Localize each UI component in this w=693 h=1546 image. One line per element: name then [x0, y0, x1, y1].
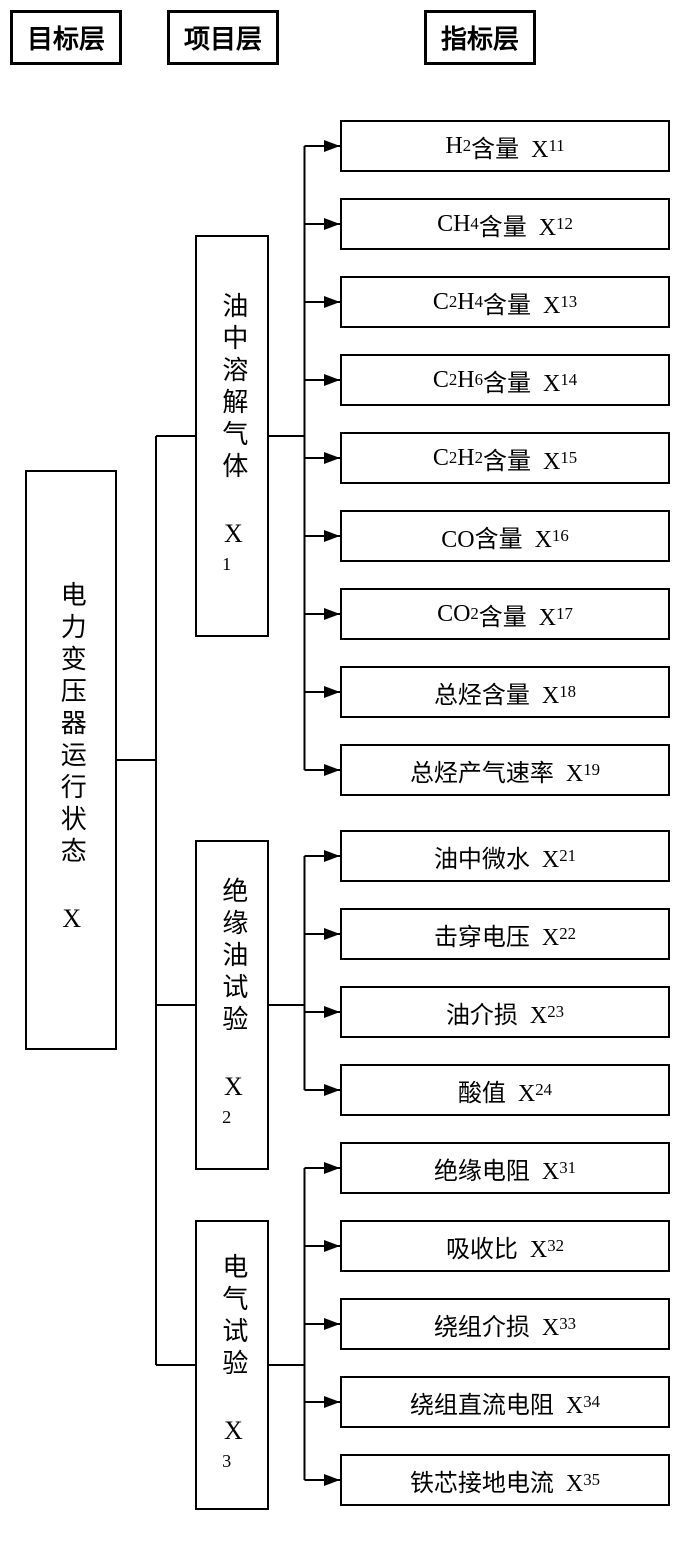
header-target: 目标层 [10, 10, 122, 65]
indicator-box: H2含量 X11 [340, 120, 670, 172]
indicator-box: 吸收比 X32 [340, 1220, 670, 1272]
indicator-box: 铁芯接地电流 X35 [340, 1454, 670, 1506]
project-box-x2: 绝缘油试验 X2 [195, 840, 269, 1170]
indicator-box: C2H6含量 X14 [340, 354, 670, 406]
indicator-box: 绕组直流电阻 X34 [340, 1376, 670, 1428]
indicator-box: C2H4含量 X13 [340, 276, 670, 328]
indicator-box: CO含量 X16 [340, 510, 670, 562]
indicator-box: CH4含量 X12 [340, 198, 670, 250]
indicator-box: CO2含量 X17 [340, 588, 670, 640]
indicator-box: 酸值 X24 [340, 1064, 670, 1116]
header-project: 项目层 [167, 10, 279, 65]
target-box: 电力变压器运行状态 X [25, 470, 117, 1050]
header-indicator: 指标层 [424, 10, 536, 65]
header-row: 目标层 项目层 指标层 [10, 10, 683, 65]
indicator-box: 油介损 X23 [340, 986, 670, 1038]
indicator-box: C2H2含量 X15 [340, 432, 670, 484]
indicator-box: 绝缘电阻 X31 [340, 1142, 670, 1194]
indicator-box: 击穿电压 X22 [340, 908, 670, 960]
indicator-box: 油中微水 X21 [340, 830, 670, 882]
indicator-box: 总烃产气速率 X19 [340, 744, 670, 796]
project-box-x3: 电气试验 X3 [195, 1220, 269, 1510]
project-box-x1: 油中溶解气体 X1 [195, 235, 269, 637]
indicator-box: 总烃含量 X18 [340, 666, 670, 718]
indicator-box: 绕组介损 X33 [340, 1298, 670, 1350]
